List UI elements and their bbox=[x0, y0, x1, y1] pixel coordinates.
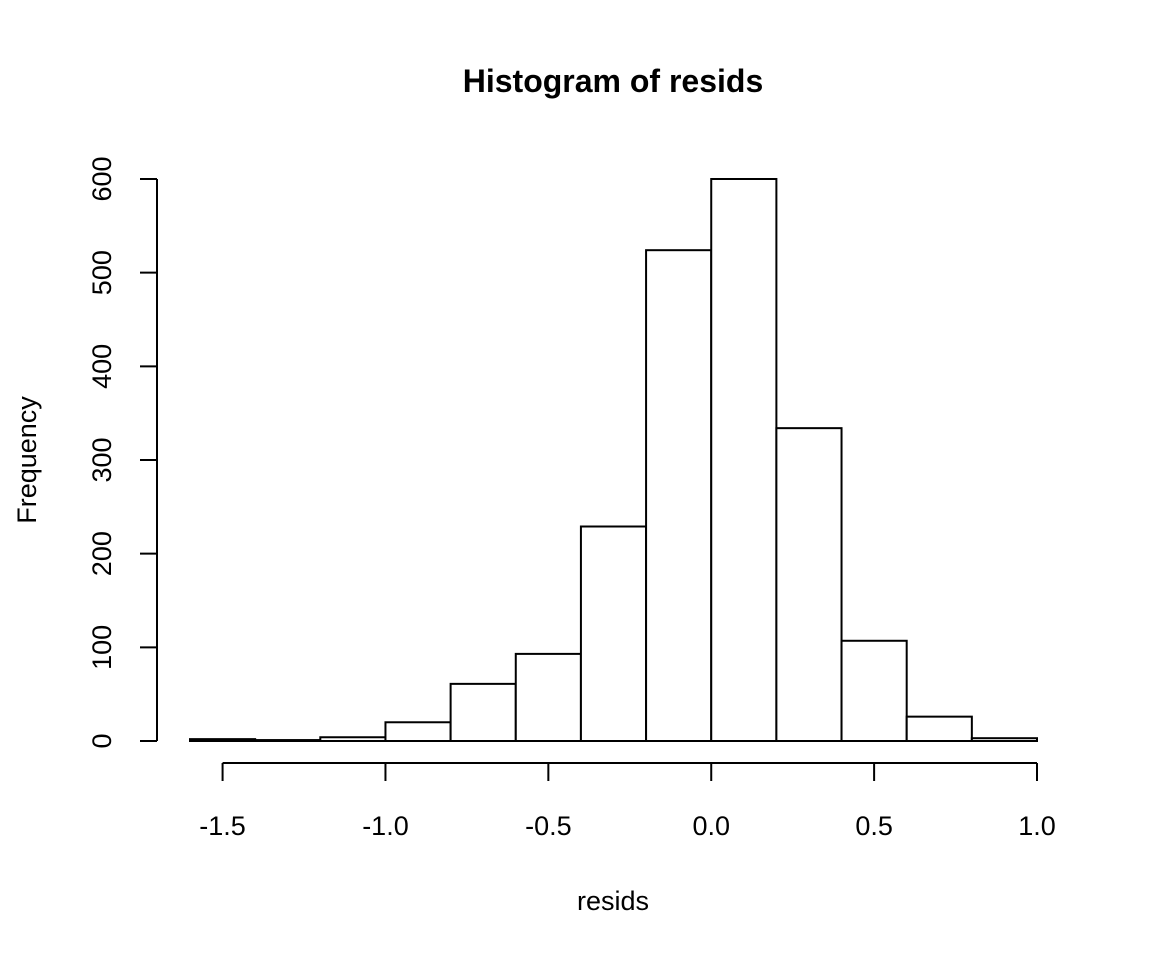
histogram-bar bbox=[319, 736, 387, 743]
histogram-bar bbox=[970, 737, 1038, 743]
y-tick-label: 200 bbox=[87, 531, 117, 576]
histogram-bar bbox=[189, 738, 257, 742]
y-axis-label: Frequency bbox=[12, 396, 42, 524]
histogram-bar bbox=[645, 249, 713, 742]
y-tick-label: 100 bbox=[87, 625, 117, 670]
histogram-bar bbox=[840, 639, 908, 743]
y-tick-label: 0 bbox=[87, 733, 117, 748]
histogram-bar bbox=[254, 739, 322, 743]
x-tick-label: 0.0 bbox=[692, 811, 730, 841]
histogram-bar bbox=[710, 178, 778, 742]
y-tick-label: 300 bbox=[87, 437, 117, 482]
x-tick-label: 0.5 bbox=[855, 811, 893, 841]
y-axis: 0 100 200 300 400 500 600 bbox=[87, 156, 158, 749]
x-tick-label: 1.0 bbox=[1018, 811, 1056, 841]
chart-title: Histogram of resids bbox=[463, 63, 764, 99]
x-tick-label: -1.0 bbox=[362, 811, 409, 841]
x-axis: -1.5 -1.0 -0.5 0.0 0.5 1.0 bbox=[199, 762, 1056, 841]
x-tick-label: -0.5 bbox=[525, 811, 572, 841]
histogram-bar bbox=[775, 427, 843, 742]
histogram-bar bbox=[905, 715, 973, 742]
y-tick-label: 500 bbox=[87, 250, 117, 295]
histogram-bar bbox=[514, 652, 582, 743]
histogram-bar bbox=[449, 682, 517, 743]
x-tick-label: -1.5 bbox=[199, 811, 246, 841]
bars bbox=[189, 178, 1038, 743]
y-tick-label: 400 bbox=[87, 344, 117, 389]
histogram-bar bbox=[579, 525, 648, 743]
x-axis-label: resids bbox=[577, 886, 649, 916]
y-tick-label: 600 bbox=[87, 156, 117, 201]
histogram-bar bbox=[384, 721, 452, 742]
